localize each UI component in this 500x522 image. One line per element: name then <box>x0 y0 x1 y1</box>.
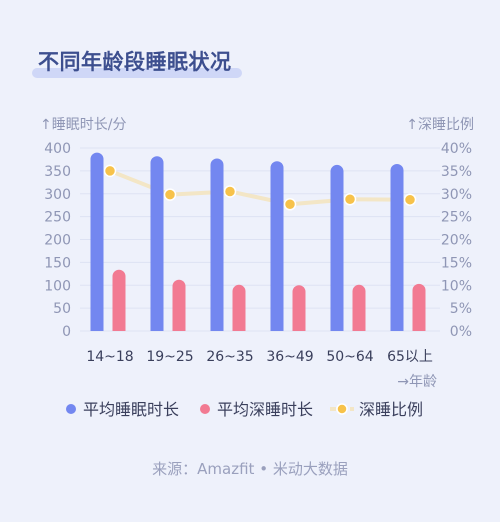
sleep-bar <box>90 152 104 331</box>
left-tick-label: 100 <box>44 278 71 294</box>
left-tick-label: 150 <box>44 255 71 271</box>
legend-ratio-label: 深睡比例 <box>359 400 423 419</box>
right-axis-label: ↑深睡比例 <box>406 117 474 133</box>
source-note: 来源：Amazfit • 米动大数据 <box>152 460 348 478</box>
deep-sleep-bar <box>232 284 246 331</box>
ratio-point <box>403 193 417 206</box>
left-tick-label: 300 <box>44 187 71 203</box>
legend-ratio-dot-icon <box>336 403 348 415</box>
deep-sleep-bar <box>112 269 126 331</box>
sleep-bar <box>270 161 284 331</box>
ratio-point <box>163 188 177 201</box>
legend-sleep-dot-icon <box>66 404 76 414</box>
bar-layer <box>90 152 426 331</box>
x-tick-label: 19~25 <box>146 349 193 365</box>
deep-sleep-bar <box>412 283 426 331</box>
chart-svg: 0 0% 50 5% 100 10% 150 15% 200 20% 250 25% 300 30% 350… <box>40 117 474 419</box>
right-tick-label: 5% <box>450 301 472 317</box>
left-tick-label: 250 <box>44 210 71 226</box>
ratio-point <box>343 192 357 206</box>
ratio-point <box>223 185 237 198</box>
ratio-marker-layer <box>103 164 417 211</box>
left-tick-label: 200 <box>44 233 71 249</box>
left-tick-label: 0 <box>62 324 71 340</box>
right-tick-label: 10% <box>441 278 472 294</box>
tick-labels: 0 0% 50 5% 100 10% 150 15% 200 20% 250 25% 300 30% 350… <box>44 141 472 365</box>
x-tick-label: 14~18 <box>86 349 133 365</box>
legend: 平均睡眠时长 平均深睡时长 深睡比例 <box>66 400 423 419</box>
right-tick-label: 15% <box>441 255 472 271</box>
deep-sleep-bar <box>352 284 366 331</box>
left-tick-label: 50 <box>53 301 71 317</box>
sleep-bar <box>210 158 224 331</box>
grid-lines <box>80 147 440 332</box>
left-tick-label: 350 <box>44 164 71 180</box>
right-tick-label: 35% <box>441 164 472 180</box>
right-tick-label: 25% <box>441 210 472 226</box>
x-axis-arrow-label: →年龄 <box>397 374 437 390</box>
deep-sleep-bar <box>172 279 186 331</box>
title-underline <box>32 68 242 78</box>
legend-sleep-label: 平均睡眠时长 <box>83 400 179 419</box>
right-tick-label: 30% <box>441 187 472 203</box>
chart-title: 不同年龄段睡眠状况 <box>38 50 232 74</box>
sleep-bar <box>330 164 344 331</box>
x-tick-label: 36~49 <box>266 349 313 365</box>
right-tick-label: 40% <box>441 141 472 157</box>
legend-deep-dot-icon <box>200 404 210 414</box>
x-tick-label: 65以上 <box>387 349 433 365</box>
x-tick-label: 26~35 <box>206 349 253 365</box>
sleep-bar <box>150 156 164 331</box>
title-block: 不同年龄段睡眠状况 <box>32 46 242 78</box>
ratio-point <box>103 164 117 178</box>
sleep-bar <box>390 164 404 331</box>
ratio-point <box>283 198 297 211</box>
left-axis-label: ↑睡眠时长/分 <box>40 117 126 133</box>
left-tick-label: 400 <box>44 141 71 157</box>
legend-deep-label: 平均深睡时长 <box>217 400 313 419</box>
right-tick-label: 0% <box>450 324 472 340</box>
deep-sleep-bar <box>292 285 306 331</box>
right-tick-label: 20% <box>441 233 472 249</box>
x-tick-label: 50~64 <box>326 349 373 365</box>
